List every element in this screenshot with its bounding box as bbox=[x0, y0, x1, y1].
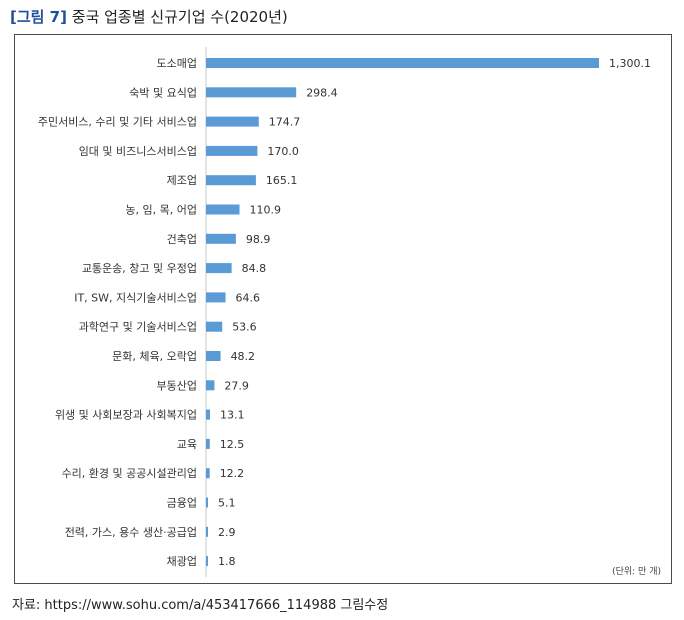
data-label: 12.2 bbox=[220, 467, 245, 480]
bar bbox=[206, 380, 215, 391]
bar bbox=[206, 321, 223, 332]
data-label: 98.9 bbox=[246, 233, 271, 246]
category-label: 부동산업 bbox=[157, 379, 197, 392]
source-note: 자료: https://www.sohu.com/a/453417666_114… bbox=[12, 598, 389, 613]
data-label: 27.9 bbox=[224, 379, 249, 392]
category-label: 농, 임, 목, 어업 bbox=[125, 204, 197, 217]
category-label: 채광업 bbox=[167, 555, 197, 568]
bar bbox=[206, 233, 236, 244]
data-label: 1,300.1 bbox=[609, 57, 651, 70]
data-label: 2.9 bbox=[218, 526, 236, 539]
data-label: 174.7 bbox=[269, 116, 301, 129]
data-label: 1.8 bbox=[218, 555, 236, 568]
data-label: 84.8 bbox=[242, 262, 267, 275]
bar bbox=[206, 556, 208, 567]
bar bbox=[206, 351, 221, 361]
bar bbox=[206, 468, 210, 479]
figure-title-text: 중국 업종별 신규기업 수(2020년) bbox=[71, 8, 288, 26]
category-label: 교육 bbox=[177, 438, 197, 451]
category-label: 교통운송, 창고 및 우정업 bbox=[82, 262, 197, 275]
bar bbox=[206, 87, 297, 98]
category-label: 문화, 체육, 오락업 bbox=[112, 350, 197, 363]
category-label: 과학연구 및 기술서비스업 bbox=[79, 321, 197, 334]
unit-note: (단위: 만 개) bbox=[612, 567, 661, 577]
category-label: 수리, 환경 및 공공시설관리업 bbox=[62, 467, 197, 480]
category-label: 전력, 가스, 용수 생산·공급업 bbox=[65, 526, 197, 539]
bar bbox=[206, 526, 208, 537]
bar bbox=[206, 145, 258, 156]
data-label: 5.1 bbox=[218, 497, 236, 510]
bar bbox=[206, 58, 599, 68]
bar bbox=[206, 175, 256, 186]
bar bbox=[206, 438, 210, 449]
category-label: 위생 및 사회보장과 사회복지업 bbox=[55, 409, 197, 422]
data-label: 170.0 bbox=[267, 145, 299, 158]
data-label: 48.2 bbox=[231, 350, 256, 363]
data-label: 13.1 bbox=[220, 409, 245, 422]
data-label: 165.1 bbox=[266, 174, 298, 187]
category-label: 도소매업 bbox=[157, 57, 197, 70]
bar bbox=[206, 263, 232, 274]
bar bbox=[206, 292, 226, 303]
bar bbox=[206, 116, 259, 127]
data-label: 110.9 bbox=[250, 204, 282, 217]
category-label: 숙박 및 요식업 bbox=[129, 86, 197, 99]
bar bbox=[206, 204, 240, 215]
bar bbox=[206, 409, 210, 420]
data-label: 64.6 bbox=[236, 291, 261, 304]
category-label: 제조업 bbox=[167, 174, 197, 187]
data-label: 53.6 bbox=[232, 321, 257, 334]
category-label: 임대 및 비즈니스서비스업 bbox=[79, 145, 197, 158]
chart-frame: 도소매업 1,300.1 숙박 및 요식업 298.4 주민서비스, 수리 및 기타 서… bbox=[14, 34, 672, 584]
category-label: 건축업 bbox=[167, 233, 197, 246]
bar bbox=[206, 497, 208, 508]
figure-title: [그림 7] 중국 업종별 신규기업 수(2020년) bbox=[10, 6, 288, 27]
data-label: 298.4 bbox=[306, 86, 338, 99]
figure-number: [그림 7] bbox=[10, 8, 67, 26]
category-label: 금융업 bbox=[167, 497, 197, 510]
data-label: 12.5 bbox=[220, 438, 245, 451]
bar-chart: 도소매업 1,300.1 숙박 및 요식업 298.4 주민서비스, 수리 및 기타 서… bbox=[38, 47, 651, 578]
category-label: IT, SW, 지식기술서비스업 bbox=[74, 291, 197, 304]
category-label: 주민서비스, 수리 및 기타 서비스업 bbox=[38, 116, 197, 129]
